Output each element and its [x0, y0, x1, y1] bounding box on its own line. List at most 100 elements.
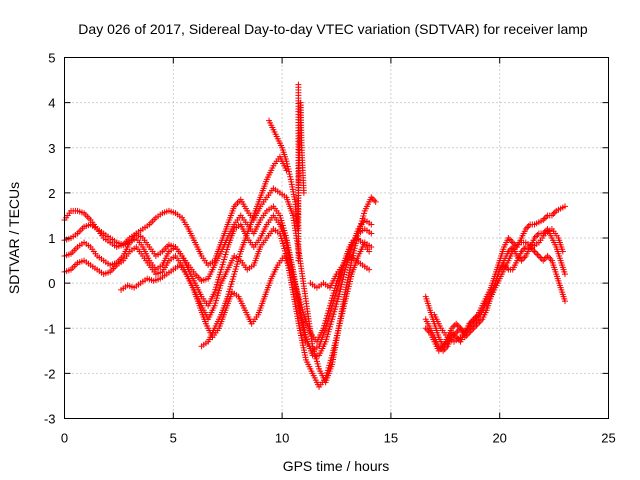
chart-title: Day 026 of 2017, Sidereal Day-to-day VTE…	[78, 21, 588, 37]
data-point	[297, 301, 304, 308]
data-point	[326, 302, 333, 309]
data-point	[454, 322, 461, 329]
data-point	[298, 304, 305, 311]
data-series-8	[295, 81, 302, 264]
data-point	[213, 297, 220, 304]
data-point	[372, 198, 379, 205]
data-point	[288, 269, 295, 276]
data-point	[278, 217, 285, 224]
data-point	[329, 316, 336, 323]
data-point	[313, 355, 320, 362]
data-point	[474, 320, 481, 327]
data-point	[333, 301, 340, 308]
data-point	[332, 303, 339, 310]
data-point	[324, 367, 331, 374]
data-point	[368, 244, 375, 251]
x-tick-label: 10	[275, 431, 289, 446]
data-point	[215, 290, 222, 297]
data-point	[295, 294, 302, 301]
data-point	[300, 309, 307, 316]
x-axis-label: GPS time / hours	[283, 458, 390, 474]
data-point	[322, 374, 329, 381]
data-series-9	[307, 253, 373, 291]
data-point	[281, 245, 288, 252]
data-point	[366, 248, 373, 255]
data-point	[295, 257, 302, 264]
data-point	[228, 281, 235, 288]
data-point	[214, 292, 221, 299]
data-point	[326, 359, 333, 366]
data-point	[236, 253, 243, 260]
data-point	[476, 319, 483, 326]
data-point	[540, 257, 547, 264]
data-point	[328, 297, 335, 304]
data-point	[231, 268, 238, 275]
data-point	[472, 323, 479, 330]
data-point	[551, 209, 558, 216]
data-point	[534, 231, 541, 238]
data-point	[329, 313, 336, 320]
data-point	[328, 354, 335, 361]
data-point	[521, 245, 528, 252]
data-point	[277, 232, 284, 239]
data-point	[292, 284, 299, 291]
data-point	[324, 369, 331, 376]
data-point	[371, 197, 378, 204]
x-tick-label: 25	[601, 431, 615, 446]
data-point	[519, 256, 526, 263]
data-point	[321, 320, 328, 327]
data-point	[222, 251, 229, 258]
data-point	[229, 278, 236, 285]
data-point	[221, 254, 228, 261]
data-point	[530, 247, 537, 254]
data-point	[453, 329, 460, 336]
data-point	[315, 363, 322, 370]
data-point	[278, 235, 285, 242]
data-point	[326, 323, 333, 330]
data-point	[454, 328, 461, 335]
data-point	[212, 300, 219, 307]
data-point	[221, 256, 228, 263]
data-point	[325, 328, 332, 335]
data-point	[320, 325, 327, 332]
data-point	[218, 264, 225, 271]
data-point	[286, 171, 293, 178]
data-point	[230, 273, 237, 280]
data-point	[215, 274, 222, 281]
data-point	[220, 259, 227, 266]
data-point	[543, 213, 550, 220]
data-point	[300, 189, 307, 196]
data-point	[223, 246, 230, 253]
data-point	[328, 318, 335, 325]
data-point	[541, 256, 548, 263]
data-point	[289, 271, 296, 278]
data-point	[227, 283, 234, 290]
data-point	[314, 360, 321, 367]
data-point	[212, 286, 219, 293]
data-point	[279, 238, 286, 245]
data-point	[453, 320, 460, 327]
y-tick-label: 4	[48, 96, 55, 111]
data-point	[287, 173, 294, 180]
data-point	[332, 285, 339, 292]
data-point	[293, 286, 300, 293]
data-point	[234, 258, 241, 265]
data-point	[561, 271, 568, 278]
data-point	[326, 326, 333, 333]
data-point	[532, 250, 539, 257]
data-series-13	[431, 225, 566, 345]
data-point	[285, 168, 292, 175]
data-point	[334, 298, 341, 305]
data-point	[469, 326, 476, 333]
data-point	[313, 358, 320, 365]
data-point	[237, 251, 244, 258]
y-tick-label: 2	[48, 186, 55, 201]
data-point	[296, 296, 303, 303]
data-point	[211, 289, 218, 296]
data-point	[283, 158, 290, 165]
data-point	[561, 203, 568, 210]
axis-ticks: 0 5 10 15 20 25 -3 -2 -1 0 1 2 3 4 5	[44, 51, 616, 446]
data-point	[324, 310, 331, 317]
data-point	[282, 248, 289, 255]
data-point	[233, 263, 240, 270]
